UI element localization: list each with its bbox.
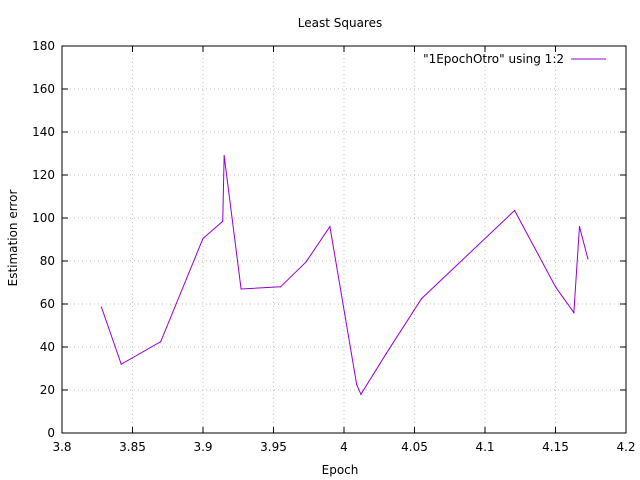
x-tick-label: 4.2 [616, 440, 635, 454]
data-point [420, 298, 423, 300]
data-point [356, 384, 358, 386]
data-point [305, 261, 307, 263]
data-point [514, 209, 516, 212]
series-line-1 [101, 155, 589, 396]
data-point [360, 393, 362, 395]
x-tick-label: 3.95 [260, 440, 287, 454]
data-point [573, 312, 575, 314]
y-tick-label: 60 [40, 297, 55, 311]
y-tick-label: 20 [40, 383, 55, 397]
plot-border [61, 45, 627, 434]
chart-title: Least Squares [298, 16, 382, 30]
y-tick-label: 120 [32, 168, 55, 182]
y-tick-label: 140 [32, 125, 55, 139]
grid [62, 46, 626, 433]
y-axis-title: Estimation error [6, 190, 20, 287]
y-tick-label: 40 [40, 340, 55, 354]
data-point [587, 258, 589, 260]
x-tick-label: 4.05 [401, 440, 428, 454]
data-point [329, 226, 331, 228]
y-tick-label: 160 [32, 82, 55, 96]
x-tick-label: 3.8 [52, 440, 71, 454]
data-point [385, 352, 387, 355]
y-tick-labels: 0 20 40 60 80 100 120 140 160 180 [32, 39, 55, 440]
x-axis-title: Epoch [322, 463, 359, 477]
data-point [120, 363, 122, 365]
x-tick-label: 4.15 [542, 440, 569, 454]
y-tick-label: 0 [47, 426, 55, 440]
data-point [160, 341, 162, 343]
data-point [240, 288, 242, 290]
series-layer [100, 155, 589, 396]
data-point [222, 220, 224, 222]
x-tick-label: 4 [340, 440, 348, 454]
x-tick-label: 3.85 [119, 440, 146, 454]
data-point [100, 306, 103, 308]
x-tick-label: 4.1 [475, 440, 494, 454]
y-tick-label: 100 [32, 211, 55, 225]
data-point [279, 286, 282, 288]
data-point [223, 155, 225, 157]
x-tick-label: 3.9 [193, 440, 212, 454]
y-tick-label: 80 [40, 254, 55, 268]
x-tick-labels: 3.8 3.85 3.9 3.95 4 4.05 4.1 4.15 4.2 [52, 440, 635, 454]
data-point [578, 226, 581, 228]
y-tick-label: 180 [32, 39, 55, 53]
data-point [202, 237, 204, 240]
legend-label-series-1: "1EpochOtro" using 1:2 [423, 52, 564, 66]
data-point [554, 286, 557, 288]
legend: "1EpochOtro" using 1:2 [423, 52, 606, 66]
